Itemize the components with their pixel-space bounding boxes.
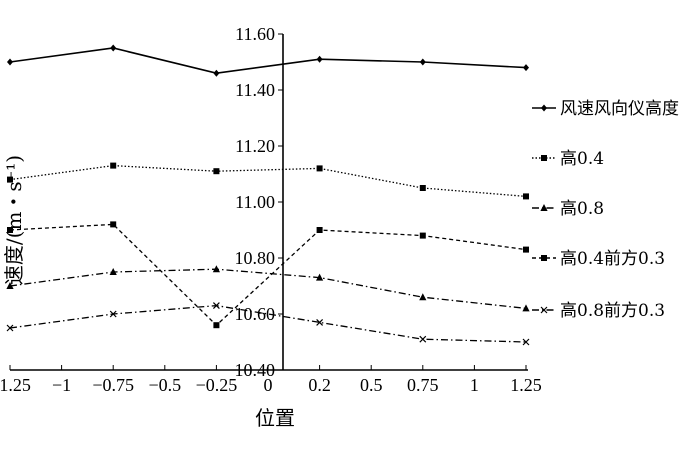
data-point <box>419 185 426 191</box>
y-axis-title: 速度/(m・s⁻¹) <box>2 155 26 285</box>
data-point <box>316 318 324 326</box>
data-point <box>316 165 323 172</box>
legend-label: 风速风向仪高度 <box>560 99 679 119</box>
legend-label: 高0.8 <box>560 199 604 219</box>
data-point <box>316 55 323 63</box>
legend-item: 风速风向仪高度 <box>532 99 679 119</box>
data-point <box>419 58 426 66</box>
data-point <box>212 302 220 310</box>
x-tick-label: 0.75 <box>407 375 439 395</box>
data-point <box>213 322 220 329</box>
data-point <box>7 227 13 233</box>
legend-marker <box>541 255 547 261</box>
series-layer <box>6 44 530 346</box>
data-point <box>523 193 529 200</box>
series-4 <box>7 221 529 329</box>
data-point <box>110 44 117 52</box>
data-point <box>419 232 426 239</box>
y-tick-label: 11.60 <box>235 24 275 44</box>
series-1 <box>7 44 529 77</box>
legend-marker <box>541 104 547 112</box>
data-point <box>316 227 323 233</box>
data-point <box>110 221 117 228</box>
y-tick-label: 11.00 <box>235 192 275 212</box>
data-point <box>419 335 427 343</box>
data-point <box>316 273 324 281</box>
data-point <box>419 293 427 301</box>
legend-marker <box>541 155 547 161</box>
axes: −1.25 −1 −0.75 −0.5 −0.25 0 0.2 0.5 0.75 1 1.25 10.… <box>0 24 542 395</box>
data-point <box>6 282 14 289</box>
data-point <box>7 176 13 183</box>
legend-item: 高0.4 <box>532 149 604 169</box>
data-point <box>110 162 117 169</box>
x-tick-label: −0.5 <box>148 375 181 395</box>
x-tick-label: −1.25 <box>0 375 31 395</box>
data-point <box>6 324 14 332</box>
x-tick-label: 0 <box>264 375 273 395</box>
y-tick-label: 10.60 <box>235 304 276 324</box>
data-point <box>109 268 117 275</box>
x-axis-title: 位置 <box>255 406 295 430</box>
data-point <box>523 64 529 72</box>
series-line <box>9 47 527 75</box>
series-line <box>9 268 527 310</box>
legend-marker <box>540 306 548 314</box>
x-tick-label: −0.25 <box>196 375 238 395</box>
y-tick-label: 10.40 <box>235 360 276 380</box>
data-point <box>213 69 220 77</box>
legend-label: 高0.4前方0.3 <box>560 249 665 269</box>
legend-marker <box>540 204 548 211</box>
y-tick-label: 11.40 <box>235 80 275 100</box>
legend-label: 高0.8前方0.3 <box>560 301 665 321</box>
data-point <box>212 265 220 273</box>
x-tick-label: −1 <box>52 375 71 395</box>
series-2 <box>7 162 529 200</box>
data-point <box>213 168 220 175</box>
data-point <box>523 246 529 253</box>
data-point <box>109 310 117 318</box>
x-tick-label: −0.75 <box>92 375 134 395</box>
y-tick-label: 11.20 <box>235 136 275 156</box>
legend-item: 高0.8 <box>532 199 604 219</box>
series-5 <box>6 302 530 346</box>
legend-item: 高0.8前方0.3 <box>532 301 665 321</box>
x-tick-label: 1 <box>470 375 479 395</box>
data-point <box>7 58 13 66</box>
series-line <box>9 223 527 327</box>
x-tick-label: 0.5 <box>360 375 383 395</box>
series-line <box>9 164 527 198</box>
x-tick-label: 0.2 <box>308 375 331 395</box>
y-tick-label: 10.80 <box>235 248 276 268</box>
x-tick-label: 1.25 <box>510 375 542 395</box>
data-point <box>522 304 530 312</box>
data-point <box>522 338 530 346</box>
legend-label: 高0.4 <box>560 149 604 169</box>
legend-item: 高0.4前方0.3 <box>532 249 665 269</box>
series-3 <box>6 265 530 312</box>
